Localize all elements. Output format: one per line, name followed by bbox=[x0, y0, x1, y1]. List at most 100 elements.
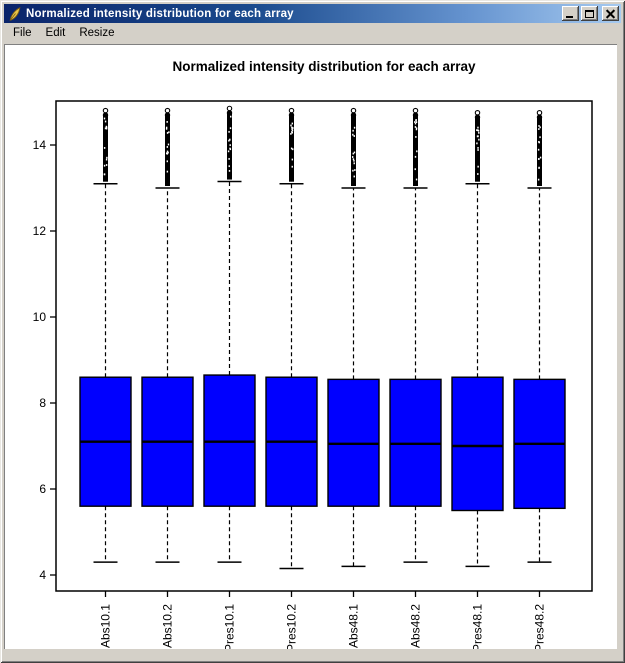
close-icon bbox=[606, 9, 615, 18]
boxplot-Pres48.1: Pres48.1 bbox=[451, 110, 504, 652]
outlier-speckle bbox=[166, 121, 168, 123]
outlier-speckle bbox=[291, 165, 293, 168]
outlier-speckle bbox=[414, 126, 417, 128]
outlier-speckle bbox=[538, 125, 540, 127]
outlier-speckle bbox=[476, 129, 478, 132]
maximize-button[interactable] bbox=[581, 6, 598, 21]
outlier-speckle bbox=[414, 168, 416, 171]
outlier-speckle bbox=[104, 127, 107, 130]
menu-bar: File Edit Resize bbox=[4, 23, 621, 43]
menu-item-edit[interactable]: Edit bbox=[45, 27, 66, 39]
y-axis-tick-label: 10 bbox=[33, 310, 47, 324]
outlier-point bbox=[226, 105, 233, 112]
boxplot-chart: Normalized intensity distribution for ea… bbox=[33, 59, 593, 652]
outlier-speckle bbox=[477, 173, 479, 175]
outlier-speckle bbox=[415, 178, 418, 181]
boxplot-Abs10.2: Abs10.2 bbox=[141, 107, 194, 648]
outlier-speckle bbox=[228, 165, 230, 168]
outlier-cluster bbox=[413, 113, 418, 186]
outlier-speckle bbox=[351, 156, 354, 158]
outlier-speckle bbox=[477, 126, 479, 129]
outlier-speckle bbox=[416, 150, 418, 153]
outlier-speckle bbox=[167, 151, 169, 154]
outlier-speckle bbox=[477, 146, 479, 149]
outlier-speckle bbox=[353, 126, 356, 129]
outlier-speckle bbox=[291, 128, 293, 131]
outlier-speckle bbox=[292, 127, 294, 129]
outlier-speckle bbox=[538, 141, 540, 144]
outlier-speckle bbox=[166, 132, 169, 134]
outlier-speckle bbox=[105, 127, 108, 130]
outlier-speckle bbox=[538, 166, 540, 169]
outlier-point bbox=[412, 107, 419, 114]
outlier-speckle bbox=[538, 128, 540, 130]
outlier-speckle bbox=[539, 156, 542, 159]
outlier-speckle bbox=[537, 148, 540, 151]
outlier-speckle bbox=[166, 146, 169, 148]
outlier-point bbox=[164, 107, 171, 114]
outlier-speckle bbox=[166, 160, 168, 163]
outlier-speckle bbox=[415, 136, 417, 138]
outlier-speckle bbox=[537, 178, 540, 181]
outlier-speckle bbox=[354, 169, 356, 171]
outlier-speckle bbox=[478, 138, 480, 141]
plot-frame bbox=[55, 100, 593, 592]
menu-item-file[interactable]: File bbox=[13, 27, 32, 39]
feather-icon-svg bbox=[9, 6, 20, 21]
outlier-point bbox=[474, 110, 481, 116]
outlier-speckle bbox=[229, 148, 232, 151]
outlier-speckle bbox=[538, 158, 540, 160]
minimize-button[interactable] bbox=[562, 6, 579, 21]
y-axis-tick-label: 8 bbox=[39, 396, 46, 410]
outlier-speckle bbox=[414, 122, 417, 125]
outlier-cluster bbox=[537, 115, 542, 186]
outlier-speckle bbox=[228, 139, 230, 142]
outlier-speckle bbox=[229, 138, 231, 141]
y-axis-tick-label: 12 bbox=[33, 224, 47, 238]
outlier-speckle bbox=[105, 126, 108, 129]
boxplot-Pres10.2: Pres10.2 bbox=[265, 107, 318, 652]
menu-item-resize[interactable]: Resize bbox=[79, 27, 115, 39]
boxplot-Abs48.2: Abs48.2 bbox=[389, 107, 442, 648]
outlier-speckle bbox=[290, 132, 292, 135]
outlier-speckle bbox=[167, 143, 170, 146]
outlier-speckle bbox=[352, 169, 354, 172]
outlier-speckle bbox=[230, 115, 232, 118]
outlier-point bbox=[288, 107, 295, 114]
outlier-speckle bbox=[415, 127, 418, 130]
outlier-speckle bbox=[415, 128, 418, 131]
outlier-speckle bbox=[352, 133, 354, 136]
outlier-speckle bbox=[291, 131, 294, 134]
outlier-speckle bbox=[103, 117, 106, 120]
outlier-speckle bbox=[165, 152, 168, 155]
boxplot-Pres10.1: Pres10.1 bbox=[203, 105, 256, 652]
y-axis-tick-label: 14 bbox=[33, 138, 47, 152]
outlier-point bbox=[536, 110, 543, 116]
outlier-speckle bbox=[104, 120, 107, 123]
x-axis-tick-label: Pres48.2 bbox=[533, 604, 547, 649]
outlier-speckle bbox=[476, 142, 478, 145]
outlier-speckle bbox=[352, 152, 354, 155]
chart-title: Normalized intensity distribution for ea… bbox=[172, 59, 476, 74]
close-button[interactable] bbox=[602, 6, 619, 21]
outlier-speckle bbox=[352, 129, 354, 132]
outlier-speckle bbox=[228, 157, 230, 160]
x-axis-tick-label: Abs48.1 bbox=[347, 604, 361, 648]
y-axis-tick-label: 4 bbox=[39, 568, 46, 582]
outlier-cluster bbox=[103, 113, 108, 182]
outlier-speckle bbox=[106, 156, 108, 159]
outlier-speckle bbox=[291, 129, 294, 132]
outlier-speckle bbox=[166, 170, 169, 173]
feather-icon[interactable] bbox=[7, 6, 22, 21]
window-title: Normalized intensity distribution for ea… bbox=[26, 7, 294, 20]
outlier-speckle bbox=[353, 175, 355, 178]
outlier-point bbox=[102, 107, 109, 114]
outlier-speckle bbox=[165, 126, 168, 129]
outlier-speckle bbox=[353, 162, 355, 165]
title-bar[interactable]: Normalized intensity distribution for ea… bbox=[4, 4, 621, 23]
outlier-cluster bbox=[351, 113, 356, 186]
outlier-speckle bbox=[477, 129, 479, 132]
outlier-speckle bbox=[227, 150, 230, 153]
outlier-speckle bbox=[414, 155, 417, 158]
